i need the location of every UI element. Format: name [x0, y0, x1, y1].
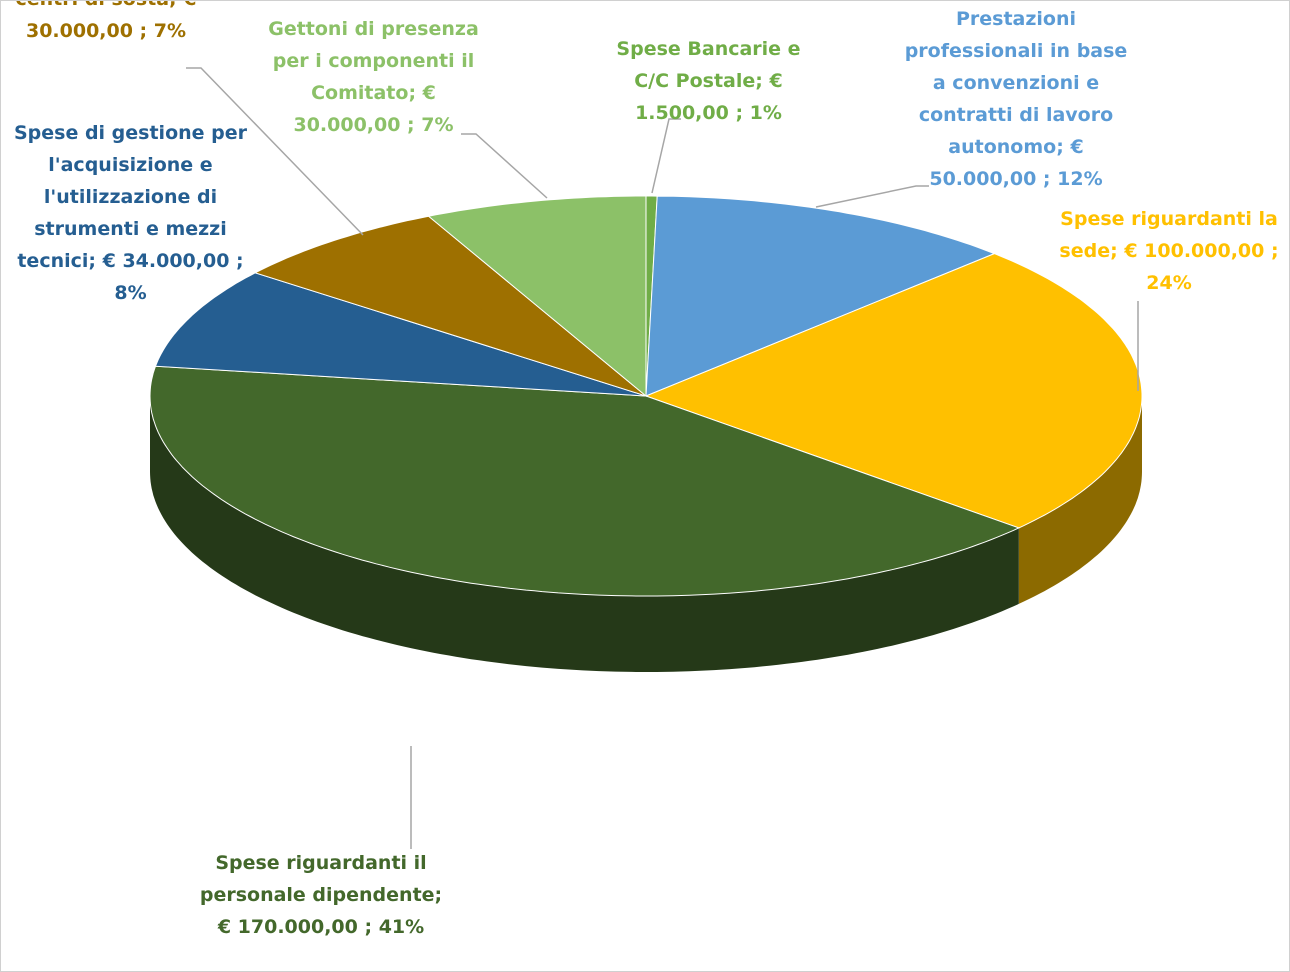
separator: ;	[755, 70, 763, 92]
data-label: Spese riguardanti il personale dipendent…	[196, 847, 446, 943]
data-label: Gettoni di presenza per i componenti il …	[256, 13, 491, 141]
separator: ;	[1110, 240, 1118, 262]
slice-side	[150, 396, 1019, 672]
category-name: Prestazioni professionali in base a conv…	[904, 8, 1128, 158]
data-label: Spese riguardanti la sede; € 100.000,00 …	[1051, 203, 1287, 299]
separator: ;	[169, 1, 177, 10]
value-label: € 30.000,00 ; 7%	[25, 1, 197, 42]
category-name: Spese di gestione per l'acquisizione e l…	[13, 122, 248, 272]
value-label: € 50.000,00 ; 12%	[929, 136, 1103, 190]
leader-line	[651, 118, 681, 194]
slices	[149, 195, 1143, 672]
category-name: Spese riguardanti la sede	[1059, 208, 1278, 262]
value-label: € 34.000,00 ; 8%	[102, 250, 244, 304]
slice	[427, 195, 647, 398]
separator: ;	[1056, 136, 1064, 158]
separator: ;	[408, 82, 417, 104]
data-label: centri di sosta; € 30.000,00 ; 7%	[1, 1, 231, 47]
category-name: Gettoni di presenza per i componenti il …	[268, 18, 479, 104]
separator: ;	[434, 884, 443, 906]
slice	[149, 365, 1021, 597]
slice	[154, 272, 647, 397]
value-label: € 30.000,00 ; 7%	[293, 82, 454, 136]
leader-lines	[186, 67, 1139, 849]
category-name: Spese riguardanti il personale dipendent…	[199, 852, 435, 906]
slice-side	[1018, 396, 1142, 604]
category-name: Spese Bancarie e C/C Postale	[616, 38, 801, 92]
value-label: € 100.000,00 ; 24%	[1124, 240, 1279, 294]
leader-line	[186, 67, 364, 236]
category-name: centri di sosta	[15, 1, 169, 10]
separator: ;	[88, 250, 96, 272]
leader-line	[461, 133, 548, 199]
data-label: Prestazioni professionali in base a conv…	[901, 3, 1131, 195]
slice	[644, 253, 1143, 529]
leader-line	[815, 185, 929, 208]
data-label: Spese Bancarie e C/C Postale; € 1.500,00…	[596, 33, 821, 129]
value-label: € 170.000,00 ; 41%	[217, 916, 425, 938]
data-label: Spese di gestione per l'acquisizione e l…	[3, 117, 258, 309]
slice	[645, 195, 996, 397]
slice	[253, 215, 647, 397]
value-label: € 1.500,00 ; 1%	[635, 70, 783, 124]
